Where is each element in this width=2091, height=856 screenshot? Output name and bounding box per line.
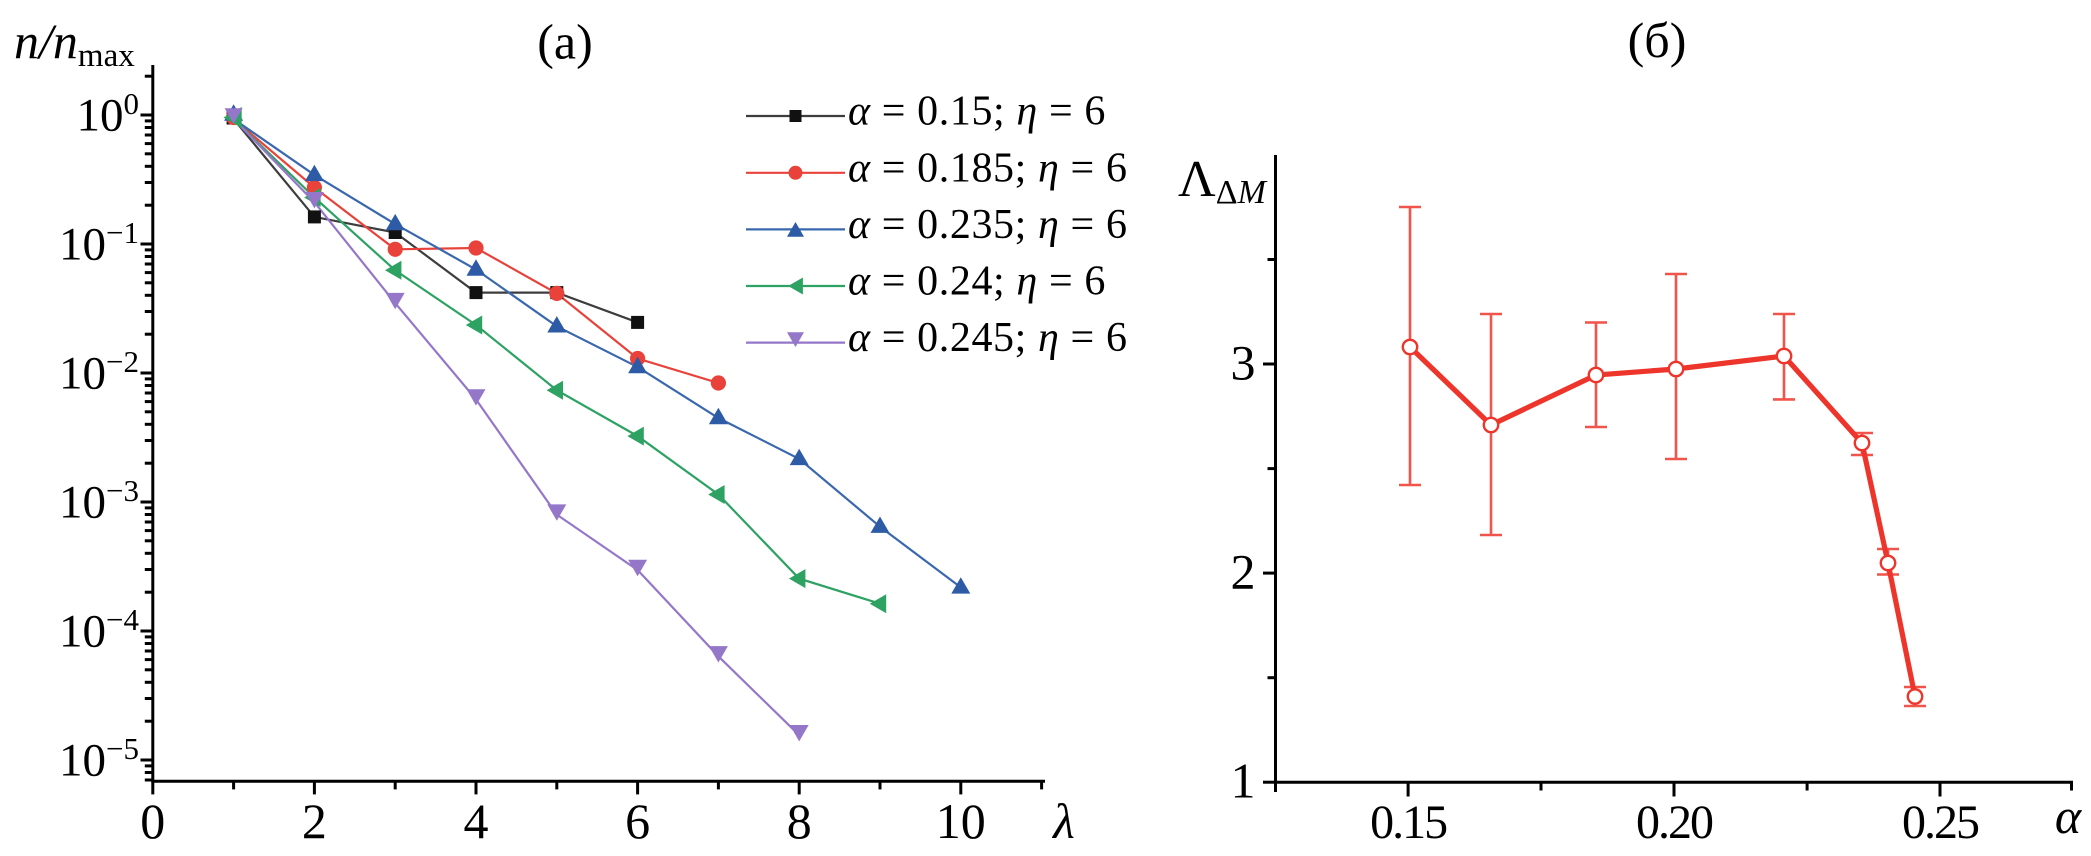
svg-text:n/nmax: n/nmax — [14, 13, 135, 74]
svg-text:α = 0.24; η = 6: α = 0.24; η = 6 — [848, 259, 1106, 305]
svg-text:1: 1 — [1231, 753, 1256, 809]
svg-text:α = 0.185; η = 6: α = 0.185; η = 6 — [848, 145, 1128, 191]
svg-text:10−3: 10−3 — [59, 473, 139, 529]
svg-text:100: 100 — [77, 86, 140, 142]
svg-text:(a): (a) — [537, 14, 593, 70]
svg-text:10−5: 10−5 — [59, 731, 139, 787]
svg-text:0.15: 0.15 — [1370, 796, 1447, 849]
svg-text:0.25: 0.25 — [1902, 796, 1979, 849]
svg-text:0: 0 — [140, 793, 165, 849]
svg-text:10−2: 10−2 — [59, 344, 139, 400]
svg-text:4: 4 — [464, 793, 489, 849]
svg-text:α = 0.245; η = 6: α = 0.245; η = 6 — [848, 315, 1128, 361]
svg-text:10: 10 — [936, 793, 986, 849]
svg-text:2: 2 — [302, 793, 327, 849]
svg-text:3: 3 — [1231, 335, 1256, 391]
svg-text:10−1: 10−1 — [59, 215, 139, 271]
svg-text:α = 0.15; η = 6: α = 0.15; η = 6 — [848, 89, 1106, 135]
svg-text:0.20: 0.20 — [1636, 796, 1713, 849]
svg-text:λ: λ — [1051, 793, 1075, 849]
svg-text:6: 6 — [625, 793, 650, 849]
svg-text:8: 8 — [787, 793, 812, 849]
svg-text:10−4: 10−4 — [59, 602, 139, 658]
svg-text:ΛΔM: ΛΔM — [1178, 151, 1268, 211]
svg-text:(б): (б) — [1628, 12, 1687, 68]
svg-text:2: 2 — [1231, 544, 1256, 600]
svg-text:α: α — [2055, 788, 2083, 844]
svg-text:α = 0.235; η = 6: α = 0.235; η = 6 — [848, 202, 1128, 248]
